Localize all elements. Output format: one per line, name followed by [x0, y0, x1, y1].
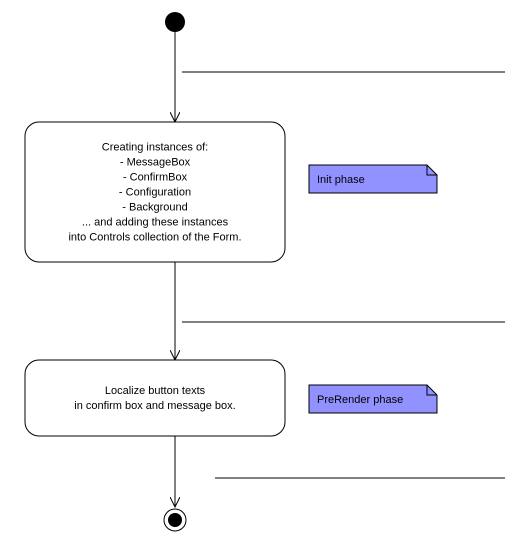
activity-text: in confirm box and message box. — [74, 400, 235, 412]
initial-node — [165, 12, 185, 32]
activity-text: - ConfirmBox — [123, 172, 188, 184]
note-prerender: PreRender phase — [309, 385, 437, 413]
activity-node-prerender: Localize button texts in confirm box and … — [25, 360, 285, 436]
activity-text: Localize button texts — [105, 385, 206, 397]
note-text: Init phase — [317, 174, 365, 186]
final-node — [164, 509, 186, 531]
activity-text: - Configuration — [119, 187, 191, 199]
activity-diagram: Creating instances of: - MessageBox - Conf… — [0, 0, 509, 543]
activity-text: into Controls collection of the Form. — [68, 232, 241, 244]
activity-node-init: Creating instances of: - MessageBox - Conf… — [25, 122, 285, 262]
activity-text: - Background — [122, 202, 187, 214]
note-init: Init phase — [309, 165, 437, 193]
activity-text: ... and adding these instances — [82, 217, 229, 229]
activity-text: - MessageBox — [120, 157, 191, 169]
note-text: PreRender phase — [317, 394, 403, 406]
activity-text: Creating instances of: — [102, 142, 208, 154]
